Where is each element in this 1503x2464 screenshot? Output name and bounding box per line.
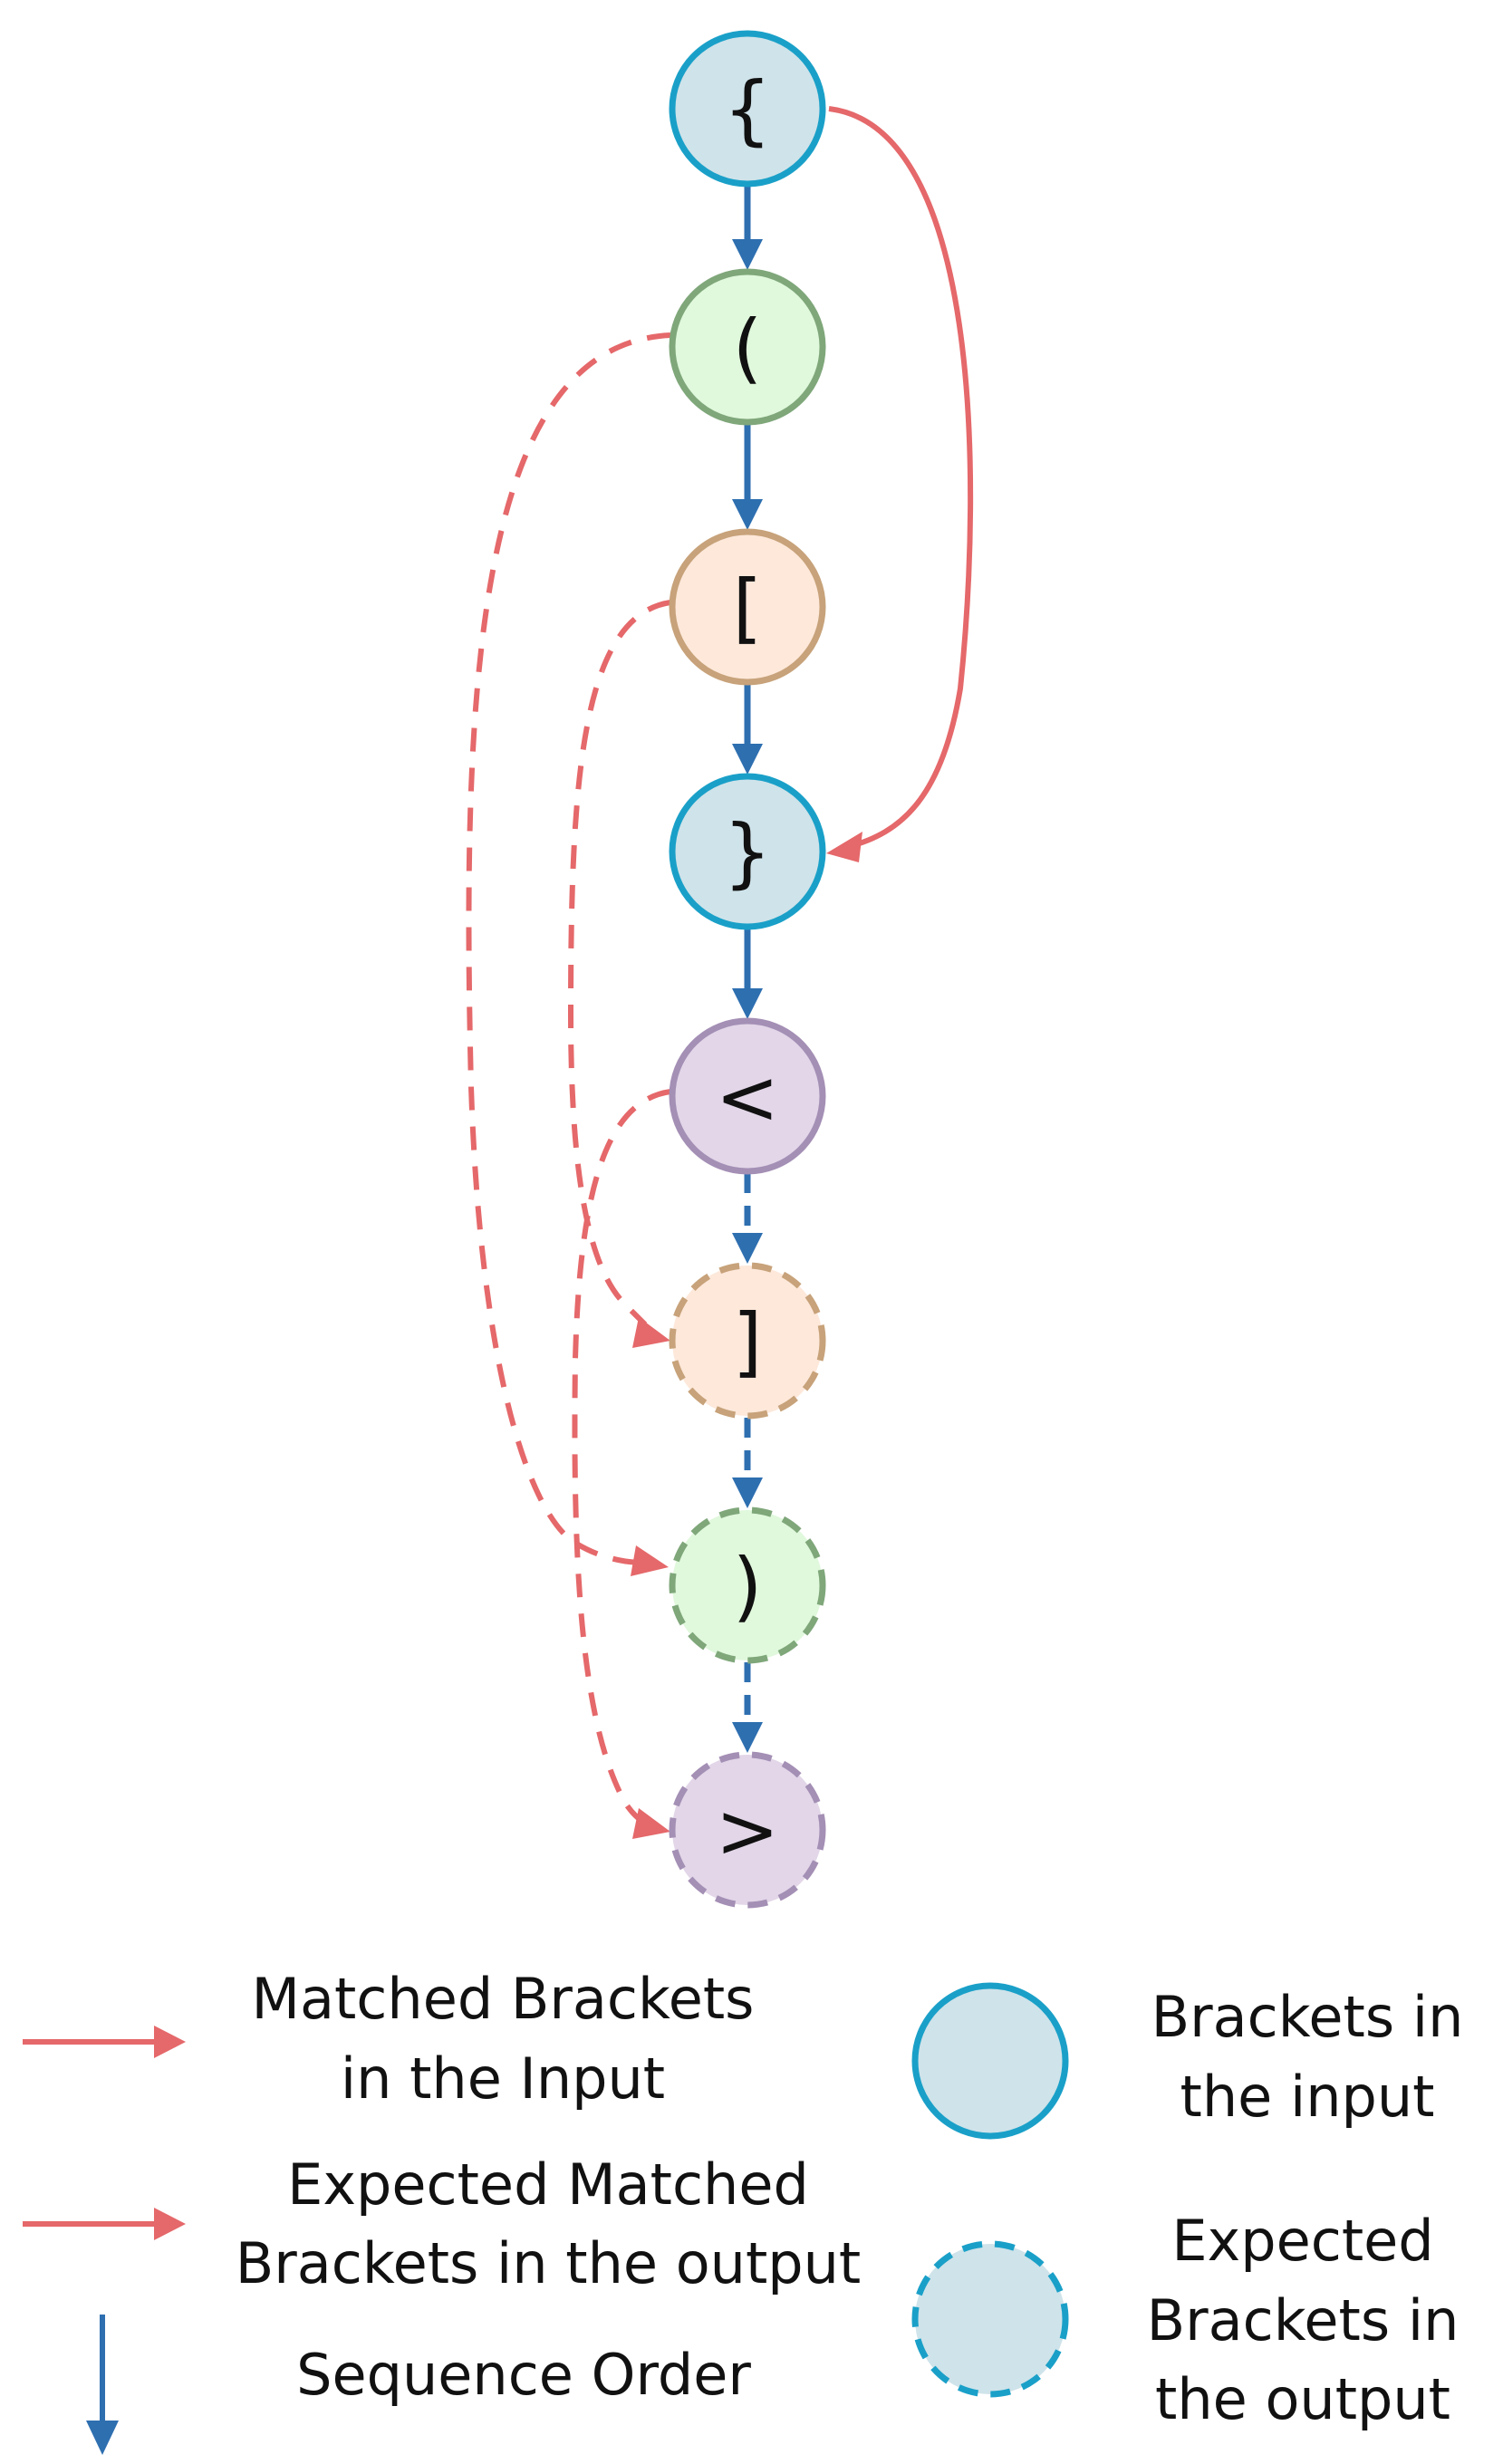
legend-expected-matched-line1: Expected Matched	[287, 2151, 809, 2218]
match-arrowhead-paren	[631, 1545, 669, 1576]
legend-matched-input: Matched Brackets in the Input	[23, 1966, 754, 2112]
bracket-label: [	[733, 563, 763, 652]
input-bracket-circle	[669, 528, 826, 686]
expected-bracket-circle	[669, 1262, 826, 1420]
legend-expected-brackets: Expected Brackets in the output	[911, 2208, 1460, 2432]
bracket-node: <	[669, 1017, 826, 1175]
bracket-node: }	[669, 773, 826, 930]
sequence-arrowhead	[732, 499, 763, 530]
match-arrow-square	[567, 600, 671, 1327]
legend-solid-circle	[911, 1982, 1069, 2140]
input-bracket-circle	[669, 773, 826, 930]
sequence-arrowhead	[732, 1477, 763, 1508]
bracket-label: <	[716, 1053, 779, 1141]
legend-expected-brackets-line2: Brackets in	[1147, 2287, 1460, 2353]
bracket-nodes: { ( [} <]) >	[669, 30, 826, 1909]
legend-sequence-order: Sequence Order	[86, 2315, 751, 2455]
expected-bracket-circle	[669, 1751, 826, 1909]
sequence-arrowhead	[732, 1233, 763, 1264]
legend-sequence-order-text: Sequence Order	[296, 2342, 751, 2408]
legend-expected-matched: Expected Matched Brackets in the output	[23, 2151, 861, 2296]
bracket-node: ]	[669, 1262, 826, 1420]
match-arrowhead-curly	[826, 832, 862, 862]
expected-bracket-circle	[669, 1506, 826, 1664]
match-arrowhead-square	[632, 1317, 670, 1348]
sequence-arrowhead	[732, 1722, 763, 1753]
legend-dashed-circle	[911, 2240, 1069, 2398]
legend-matched-input-line1: Matched Brackets	[252, 1966, 755, 2032]
match-arrow-angle	[572, 1089, 671, 1825]
legend: Matched Brackets in the Input Expected M…	[23, 1966, 1463, 2455]
bracket-label: (	[733, 303, 763, 392]
bracket-node: [	[669, 528, 826, 686]
sequence-arrowhead	[732, 988, 763, 1019]
bracket-label: {	[723, 65, 771, 154]
sequence-arrows	[732, 186, 763, 1753]
bracket-label: >	[716, 1786, 779, 1875]
input-bracket-circle	[669, 1017, 826, 1175]
match-arrowhead-angle	[632, 1808, 670, 1839]
bracket-node: (	[669, 268, 826, 426]
legend-expected-matched-line2: Brackets in the output	[236, 2230, 861, 2296]
bracket-label: }	[723, 808, 771, 897]
legend-expected-brackets-line3: the output	[1155, 2366, 1450, 2432]
sequence-arrowhead	[732, 744, 763, 775]
input-bracket-circle	[669, 30, 826, 188]
match-arrow-paren	[466, 332, 671, 1565]
legend-matched-input-line2: in the Input	[341, 2045, 665, 2112]
match-arrows	[466, 106, 974, 1839]
legend-expected-brackets-line1: Expected	[1171, 2208, 1433, 2274]
bracket-label: )	[733, 1542, 763, 1631]
match-arrow-curly	[828, 106, 974, 850]
legend-brackets-input-line1: Brackets in	[1151, 1984, 1464, 2050]
bracket-node: {	[669, 30, 826, 188]
input-bracket-circle	[669, 268, 826, 426]
legend-brackets-input-line2: the input	[1180, 2064, 1435, 2130]
bracket-node: >	[669, 1751, 826, 1909]
sequence-arrowhead	[732, 239, 763, 270]
bracket-node: )	[669, 1506, 826, 1664]
bracket-label: ]	[733, 1297, 763, 1386]
legend-brackets-input: Brackets in the input	[911, 1982, 1464, 2140]
